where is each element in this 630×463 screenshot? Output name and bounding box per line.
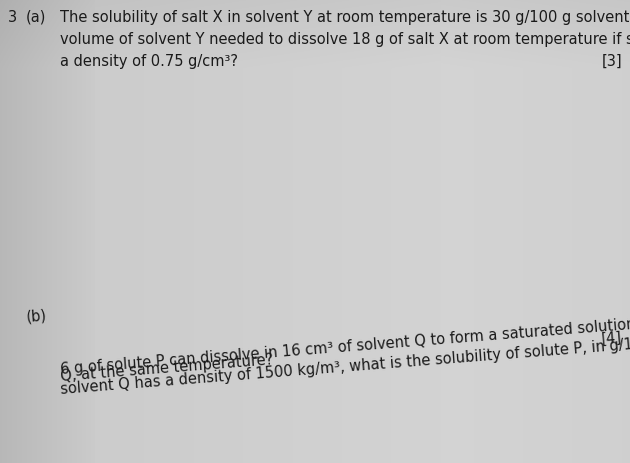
Text: (b): (b) [26,307,48,324]
Text: solvent Q has a density of 1500 kg/m³, what is the solubility of solute P, in g/: solvent Q has a density of 1500 kg/m³, w… [60,329,630,396]
Text: (a): (a) [26,10,47,25]
Text: Q, at the same temperature?: Q, at the same temperature? [60,351,274,383]
Text: 6 g of solute P can dissolve in 16 cm³ of solvent Q to form a saturated solution: 6 g of solute P can dissolve in 16 cm³ o… [60,309,630,376]
Text: 3: 3 [8,10,17,25]
Text: a density of 0.75 g/cm³?: a density of 0.75 g/cm³? [60,54,238,69]
Text: [4]: [4] [600,329,622,346]
Text: volume of solvent Y needed to dissolve 18 g of salt X at room temperature if sol: volume of solvent Y needed to dissolve 1… [60,32,630,47]
Text: [3]: [3] [602,54,622,69]
Text: The solubility of salt X in solvent Y at room temperature is 30 g/100 g solvent : The solubility of salt X in solvent Y at… [60,10,630,25]
